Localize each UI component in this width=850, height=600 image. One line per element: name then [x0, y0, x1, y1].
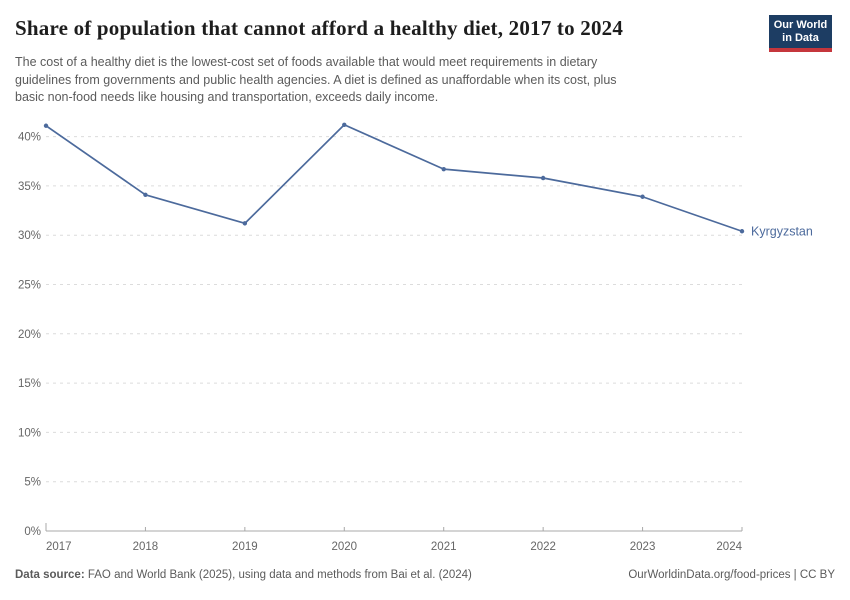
data-point [242, 221, 248, 226]
data-point [342, 122, 347, 127]
y-tick-label: 5% [24, 477, 41, 489]
data-point [43, 123, 49, 128]
data-point [441, 166, 446, 172]
y-tick-label: 30% [18, 230, 41, 242]
owid-url-link[interactable]: OurWorldinData.org/food-prices [628, 569, 791, 581]
x-tick-label: 2024 [716, 541, 742, 553]
owid-logo-line1: Our World [773, 19, 828, 31]
chart-footer: Data source: FAO and World Bank (2025), … [15, 569, 835, 581]
data-point [540, 175, 546, 181]
subtitle-line: basic non-food needs like housing and tr… [15, 90, 439, 104]
entity-label[interactable]: Kyrgyzstan [751, 224, 813, 238]
data-point [143, 192, 148, 197]
license-label: | CC BY [790, 569, 835, 581]
x-tick-label: 2019 [232, 541, 258, 553]
x-tick-label: 2023 [630, 541, 656, 553]
x-tick-label: 2017 [46, 541, 72, 553]
footer-attribution: OurWorldinData.org/food-prices | CC BY [628, 569, 835, 581]
owid-logo-line2: in Data [782, 32, 819, 44]
data-source-note: Data source: FAO and World Bank (2025), … [15, 569, 472, 581]
chart-subtitle: The cost of a healthy diet is the lowest… [15, 54, 617, 107]
y-tick-label: 25% [18, 280, 41, 292]
data-point [739, 229, 745, 234]
data-point [640, 194, 645, 199]
data-source-text: FAO and World Bank (2025), using data an… [84, 569, 472, 581]
owid-logo[interactable]: Our World in Data [769, 15, 832, 52]
page-title: Share of population that cannot afford a… [15, 16, 624, 40]
y-tick-label: 20% [18, 329, 41, 341]
x-tick-label: 2022 [530, 541, 556, 553]
y-tick-label: 15% [18, 378, 41, 390]
y-tick-label: 35% [18, 181, 41, 193]
subtitle-line: The cost of a healthy diet is the lowest… [15, 55, 598, 69]
y-tick-label: 40% [18, 132, 41, 144]
x-tick-label: 2020 [331, 541, 357, 553]
x-tick-label: 2018 [133, 541, 159, 553]
trend-line [45, 123, 743, 233]
y-tick-label: 0% [24, 526, 41, 538]
subtitle-line: guidelines from governments and public h… [15, 72, 617, 87]
y-tick-label: 10% [18, 427, 41, 439]
x-tick-label: 2021 [431, 541, 457, 553]
data-source-label: Data source: [15, 569, 85, 581]
